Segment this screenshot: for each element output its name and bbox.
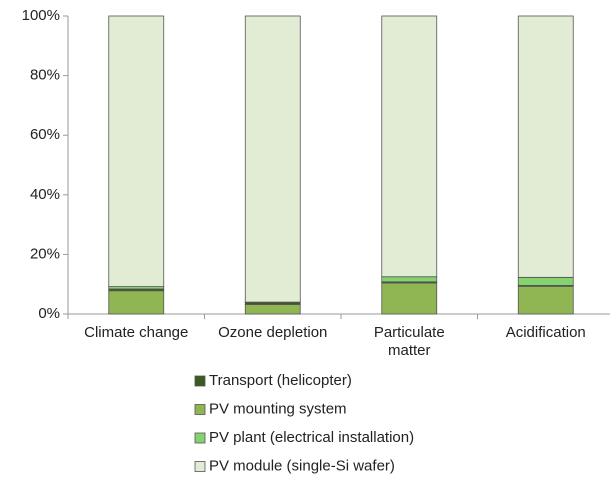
legend-label: Transport (helicopter) [209,372,352,389]
bar-segment [108,290,165,315]
y-tick-label: 80% [30,67,60,84]
bar-segment [244,15,301,303]
x-tick-label: Climate change [84,324,189,341]
legend-swatch [194,432,206,444]
y-tick-label: 60% [30,126,60,143]
legend-label: PV mounting system [209,400,347,417]
bar-segment [381,15,438,278]
legend-swatch [194,461,206,472]
legend-label: PV module (single-Si wafer) [209,457,395,474]
x-tick-label: Acidification [505,324,586,341]
bar-segment [517,15,574,278]
bar-segment [108,15,165,287]
legend-swatch [194,375,206,387]
bar-segment [517,276,574,286]
bar-segment [244,304,301,315]
bar-segment [517,285,574,315]
y-tick-label: 0% [38,305,60,322]
x-tick-label: Ozone depletion [218,324,328,341]
bar-segment [381,282,438,315]
legend-swatch [194,404,206,415]
y-tick-label: 40% [30,186,60,203]
bar-segment [381,276,438,283]
legend-label: PV plant (electrical installation) [209,429,414,446]
y-tick-label: 20% [30,245,60,262]
y-tick-label: 100% [22,7,60,24]
x-tick-label: Particulate matter [373,324,445,359]
